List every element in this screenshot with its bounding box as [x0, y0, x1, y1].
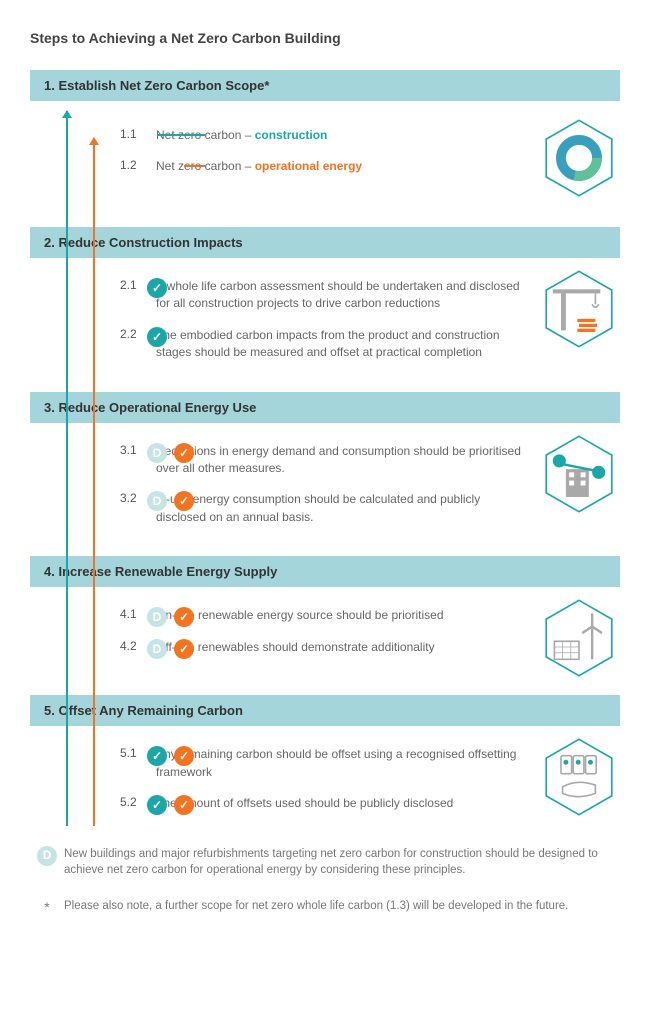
d-badge-icon: D — [147, 443, 167, 463]
track-teal — [66, 111, 68, 826]
step-text: On-site renewable energy source should b… — [156, 607, 522, 624]
section-header: 3. Reduce Operational Energy Use — [30, 392, 620, 423]
wind-solar-icon — [538, 597, 620, 679]
d-badge-icon: D — [147, 491, 167, 511]
step-num: 1.1 — [120, 127, 156, 141]
step-text: Net zero carbon – construction — [156, 127, 522, 144]
branch-line — [184, 165, 205, 167]
step-text: In-use energy consumption should be calc… — [156, 491, 522, 526]
section-header: 1. Establish Net Zero Carbon Scope* — [30, 70, 620, 101]
offset-hand-icon — [538, 736, 620, 818]
crane-icon — [538, 268, 620, 350]
section-header: 2. Reduce Construction Impacts — [30, 227, 620, 258]
section-header: 4. Increase Renewable Energy Supply — [30, 556, 620, 587]
page-title: Steps to Achieving a Net Zero Carbon Bui… — [30, 30, 620, 46]
d-badge-icon: D — [147, 607, 167, 627]
check-badge-icon — [174, 795, 194, 815]
branch-line — [157, 134, 205, 136]
step-text: The amount of offsets used should be pub… — [156, 795, 522, 812]
check-badge-icon — [174, 491, 194, 511]
check-badge-icon — [147, 795, 167, 815]
footnote-d: D New buildings and major refurbishments… — [30, 846, 620, 878]
footnote-star: * Please also note, a further scope for … — [30, 898, 620, 918]
step-text: Off-site renewables should demonstrate a… — [156, 639, 522, 656]
d-badge-icon: D — [37, 846, 57, 866]
step-text: Net zero carbon – operational energy — [156, 158, 522, 175]
check-badge-icon — [147, 327, 167, 347]
hex-circle-icon — [538, 117, 620, 199]
check-badge-icon — [174, 443, 194, 463]
arrow-teal — [62, 110, 72, 118]
track-orange — [93, 145, 95, 826]
section-header: 5. Offset Any Remaining Carbon — [30, 695, 620, 726]
check-badge-icon — [174, 746, 194, 766]
step-text: Any remaining carbon should be offset us… — [156, 746, 522, 781]
bulbs-icon — [538, 433, 620, 515]
check-badge-icon — [174, 607, 194, 627]
d-badge-icon: D — [147, 639, 167, 659]
step-num: 1.2 — [120, 158, 156, 172]
step-text: The embodied carbon impacts from the pro… — [156, 327, 522, 362]
asterisk-icon: * — [44, 898, 49, 918]
step-text: A whole life carbon assessment should be… — [156, 278, 522, 313]
check-badge-icon — [174, 639, 194, 659]
arrow-orange — [89, 137, 99, 145]
check-badge-icon — [147, 278, 167, 298]
check-badge-icon — [147, 746, 167, 766]
step-text: Reductions in energy demand and consumpt… — [156, 443, 522, 478]
